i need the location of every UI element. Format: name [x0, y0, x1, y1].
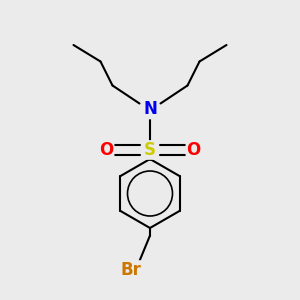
- Text: O: O: [186, 141, 201, 159]
- Text: O: O: [99, 141, 114, 159]
- Text: N: N: [143, 100, 157, 118]
- Text: S: S: [144, 141, 156, 159]
- Text: Br: Br: [120, 261, 141, 279]
